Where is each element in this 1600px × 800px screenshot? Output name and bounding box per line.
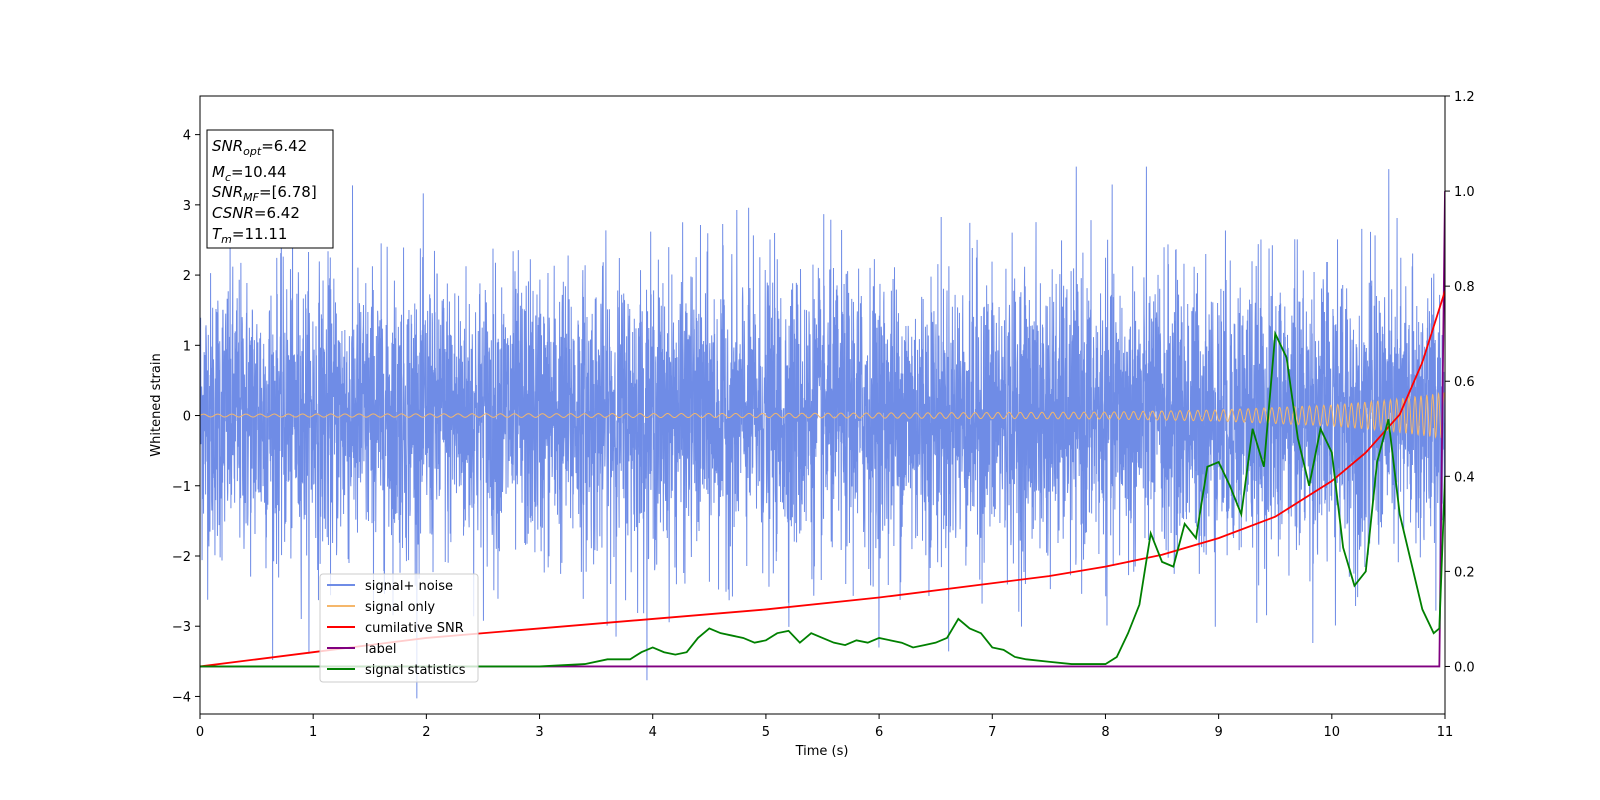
signal-only-series <box>200 391 1445 439</box>
legend-item-label: label <box>365 642 396 657</box>
right-axis-series <box>200 191 1445 668</box>
cumilative-snr-line <box>200 290 1445 668</box>
info-line: Tm=11.11 <box>212 225 287 246</box>
y2-tick-label: 0.4 <box>1454 470 1475 485</box>
signal-statistics-line <box>200 330 1445 668</box>
signal-only-line <box>200 391 1445 439</box>
signal-noise-series <box>200 166 1445 699</box>
y-axis-left: −4 −3 −2 −1 0 1 2 3 4 <box>172 129 200 705</box>
label-line <box>200 191 1445 668</box>
legend-item-label: signal statistics <box>365 663 466 678</box>
info-line: SNRMF=[6.78] <box>212 183 317 204</box>
x-tick-label: 6 <box>875 725 883 740</box>
x-tick-label: 3 <box>535 725 543 740</box>
y-tick-label: 2 <box>183 269 191 284</box>
info-line: CSNR=6.42 <box>212 204 300 222</box>
x-tick-label: 5 <box>762 725 770 740</box>
info-box-frame <box>206 129 334 249</box>
y2-tick-label: 0.0 <box>1454 660 1475 675</box>
x-tick-label: 2 <box>422 725 430 740</box>
x-tick-label: 1 <box>309 725 317 740</box>
x-axis: 0 1 2 3 4 5 6 7 8 9 10 11 <box>196 714 1453 740</box>
y-axis-label: Whitened strain <box>149 353 164 456</box>
y2-tick-label: 1.2 <box>1454 90 1475 105</box>
y-tick-label: −1 <box>172 480 191 495</box>
x-tick-label: 8 <box>1101 725 1109 740</box>
info-box: SNRopt=6.42 Mc=10.44SNRMF=[6.78]CSNR=6.42… <box>206 129 334 249</box>
y2-tick-label: 0.8 <box>1454 280 1475 295</box>
y-tick-label: 0 <box>183 410 191 425</box>
y2-tick-label: 0.2 <box>1454 565 1475 580</box>
signal-noise-line <box>200 166 1445 699</box>
x-tick-label: 11 <box>1437 725 1454 740</box>
info-line: SNRopt=6.42 <box>212 137 307 158</box>
y-tick-label: −3 <box>172 620 191 635</box>
x-tick-label: 0 <box>196 725 204 740</box>
y-tick-label: 1 <box>183 339 191 354</box>
y-tick-label: 3 <box>183 199 191 214</box>
x-tick-label: 7 <box>988 725 996 740</box>
legend-item-label: signal+ noise <box>365 579 453 594</box>
x-tick-label: 9 <box>1214 725 1222 740</box>
y2-tick-label: 1.0 <box>1454 185 1475 200</box>
y-tick-label: −2 <box>172 550 191 565</box>
x-axis-label: Time (s) <box>795 744 849 759</box>
x-tick-label: 10 <box>1324 725 1341 740</box>
y2-tick-label: 0.6 <box>1454 375 1475 390</box>
legend-frame <box>319 573 479 683</box>
y-tick-label: −4 <box>172 690 191 705</box>
info-line: Mc=10.44 <box>212 163 287 184</box>
x-tick-label: 4 <box>649 725 657 740</box>
legend-item-label: cumilative SNR <box>365 621 464 636</box>
y-tick-label: 4 <box>183 129 191 144</box>
legend: signal+ noise signal only cumilative SNR la… <box>319 573 479 683</box>
plot-frame <box>199 95 1446 715</box>
legend-item-label: signal only <box>365 600 435 615</box>
y-axis-right: 0.0 0.2 0.4 0.6 0.8 1.0 1.2 <box>1445 90 1475 675</box>
